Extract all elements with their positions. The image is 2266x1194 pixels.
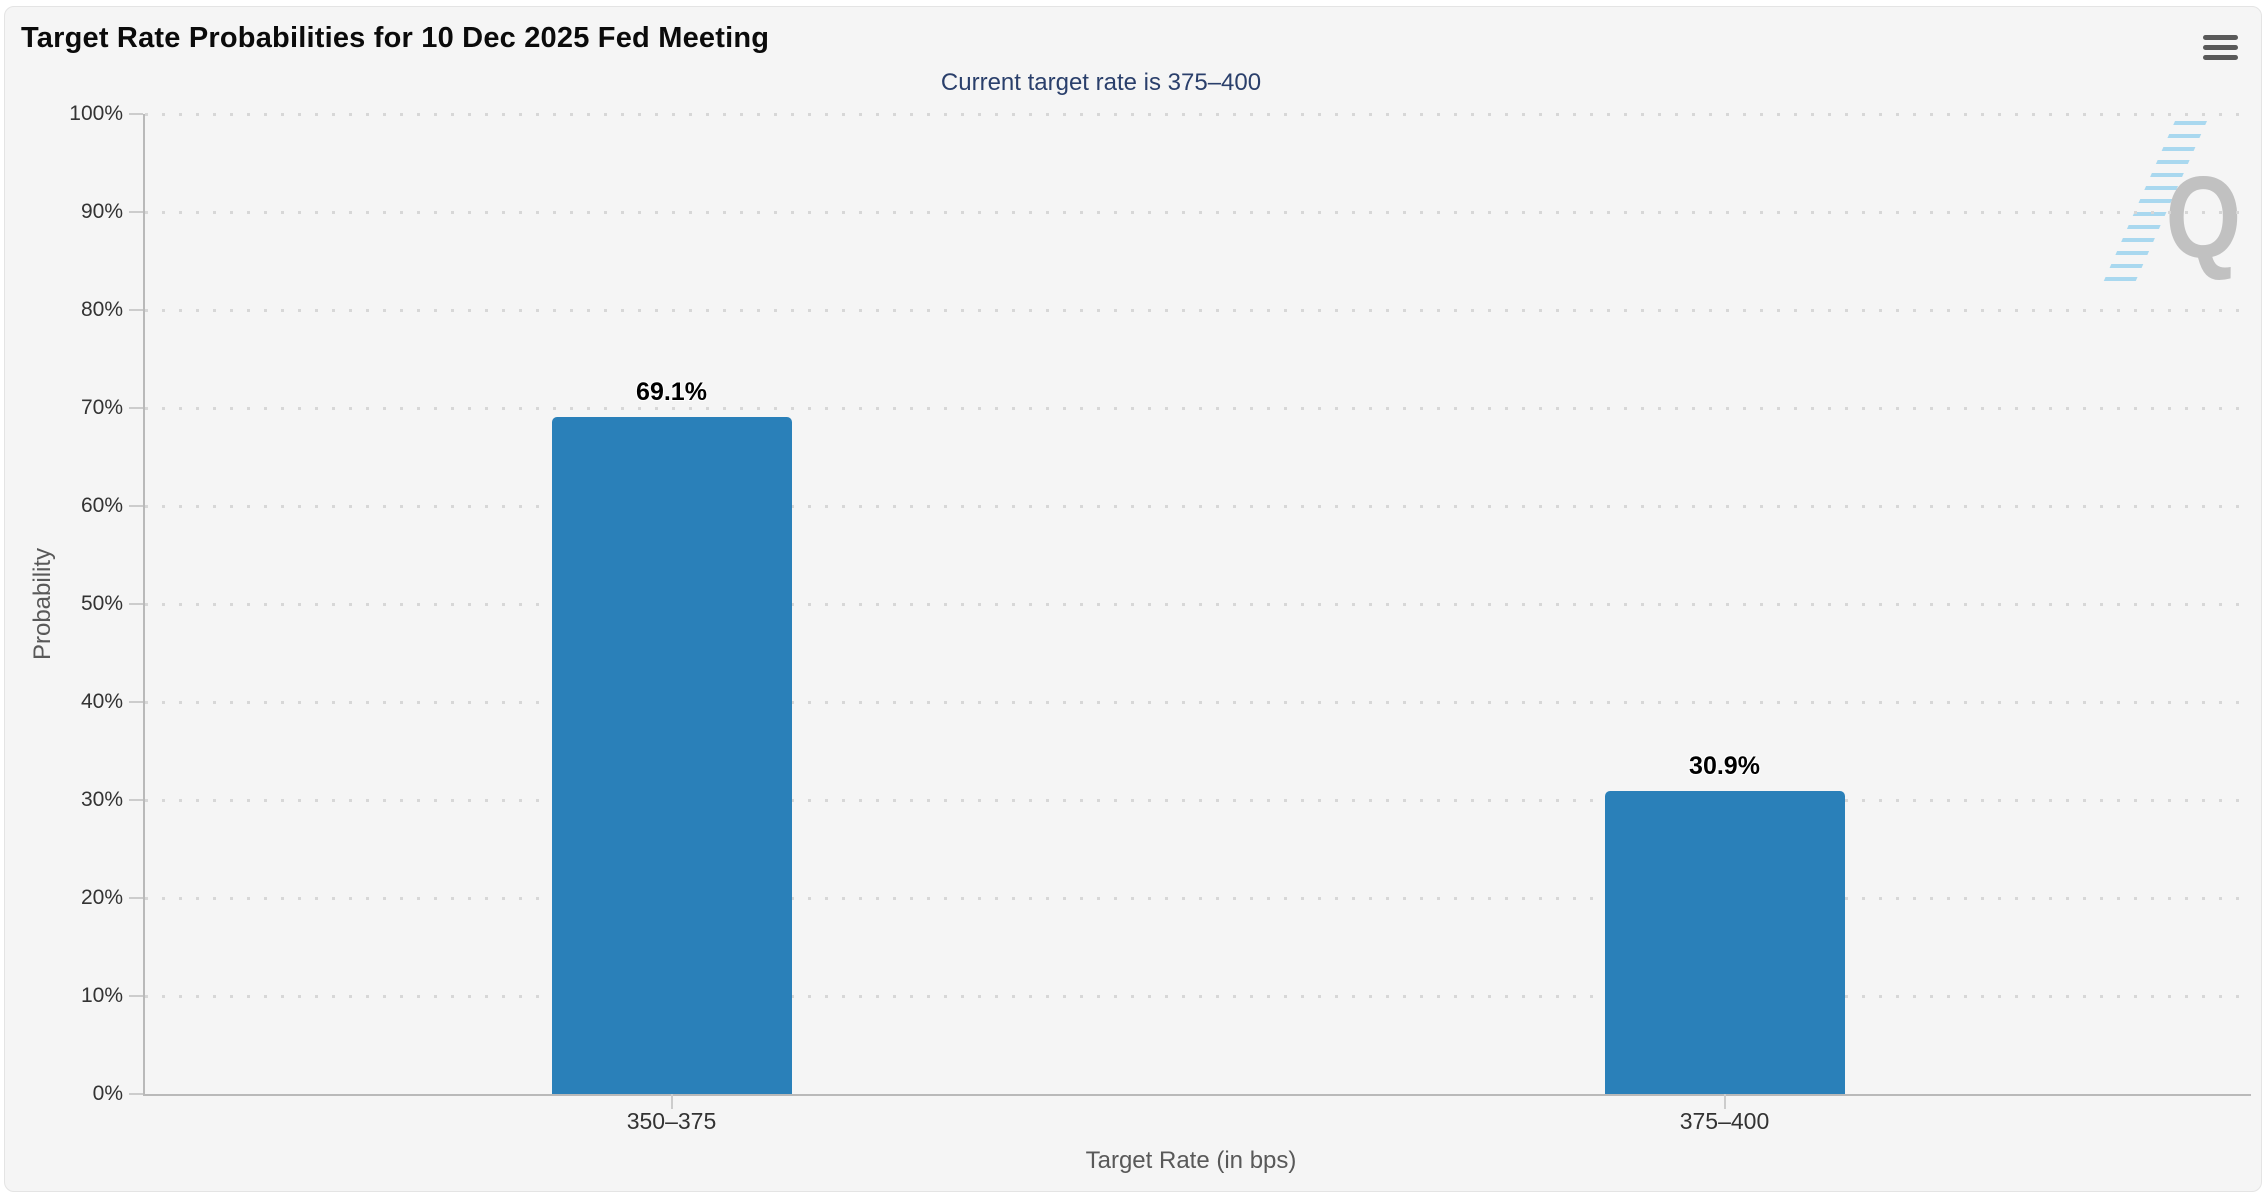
chart-context-menu-button[interactable] [2201, 29, 2241, 65]
bar-350–375[interactable] [551, 417, 792, 1094]
y-axis-title: Probability [29, 547, 56, 661]
y-axis-tick-label: 20% [80, 886, 123, 909]
y-axis-tick [129, 995, 143, 997]
y-axis-tick [129, 701, 143, 703]
x-axis-tick [670, 1094, 673, 1109]
chart-subtitle: Current target rate is 375–400 [940, 69, 1262, 96]
gridline-90% [145, 211, 2251, 214]
plot-area: 0% 10% 20% 30% 40% 50% 60% 70% 80% 90% 100% 69.1% 35… [69, 102, 2251, 1134]
hamburger-icon [2203, 34, 2238, 60]
gridline-60% [145, 505, 2251, 508]
y-axis-tick-label: 40% [80, 690, 123, 713]
gridline-40% [145, 701, 2251, 704]
y-axis-tick [129, 603, 143, 605]
chart-card: Target Rate Probabilities for 10 Dec 202… [4, 6, 2262, 1192]
y-axis-tick-label: 90% [80, 200, 123, 223]
y-axis-tick [129, 897, 143, 899]
gridline-100% [145, 113, 2251, 116]
gridline-70% [145, 407, 2251, 410]
y-axis-tick-label: 30% [80, 788, 123, 811]
y-axis-tick [129, 505, 143, 507]
x-axis-category-label: 350–375 [626, 1108, 717, 1134]
y-axis-tick [129, 211, 143, 213]
x-axis-title: Target Rate (in bps) [1085, 1147, 1297, 1174]
y-axis-tick [129, 799, 143, 801]
x-axis-category-label: 375–400 [1679, 1108, 1770, 1134]
y-axis-tick [129, 309, 143, 311]
y-axis-tick [129, 407, 143, 409]
y-axis-tick-label: 10% [80, 984, 123, 1007]
bar-375–400[interactable] [1604, 791, 1845, 1094]
bar-value-label: 69.1% [636, 378, 707, 406]
y-axis-tick-label: 0% [92, 1082, 123, 1105]
bar-value-label: 30.9% [1689, 752, 1760, 780]
gridline-50% [145, 603, 2251, 606]
y-axis-tick-label: 100% [69, 102, 123, 125]
y-axis-tick-label: 70% [80, 396, 123, 419]
y-axis-tick-label: 50% [80, 592, 123, 615]
y-axis-tick-label: 80% [80, 298, 123, 321]
y-axis-tick [129, 1093, 143, 1095]
y-axis-tick-label: 60% [80, 494, 123, 517]
chart-title: Target Rate Probabilities for 10 Dec 202… [21, 22, 770, 54]
gridline-80% [145, 309, 2251, 312]
y-axis-tick [129, 113, 143, 115]
gridline-20% [145, 897, 2251, 900]
gridline-30% [145, 799, 2251, 802]
gridline-10% [145, 995, 2251, 998]
x-axis-tick [1723, 1094, 1726, 1109]
